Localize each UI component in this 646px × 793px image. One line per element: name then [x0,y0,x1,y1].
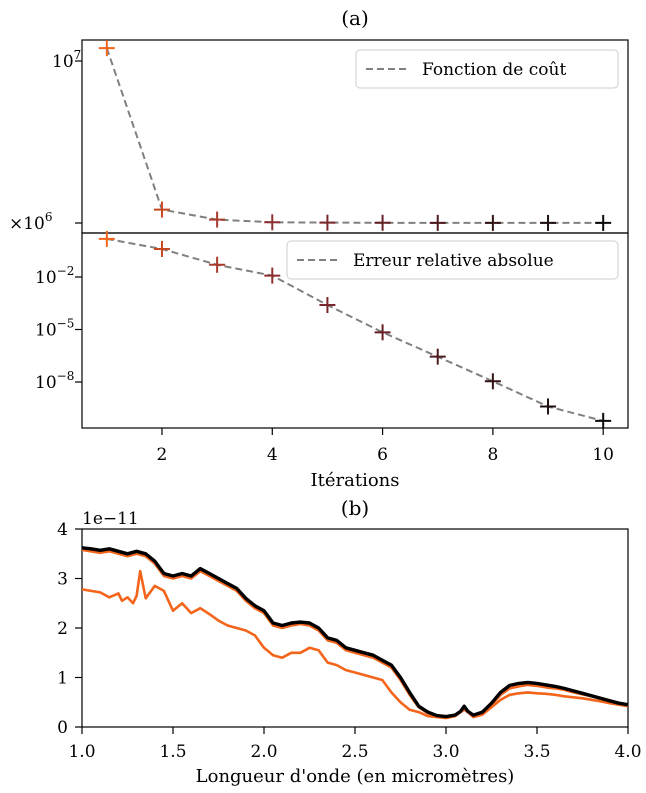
cost-subplot: 107 ×106 Fonction de coût [9,39,629,234]
error-y-tick-base-2: 10 [35,373,57,393]
spectrum-series-3 [81,546,629,719]
error-axes-frame [81,232,629,429]
spectrum-x-tick-label-6: 4.0 [614,742,641,762]
cost-marker-8 [484,214,501,231]
error-markers [98,230,612,429]
spectrum-x-tick-label-2: 2.0 [250,742,277,762]
error-y-tick-label-2: 10−8 [35,369,74,393]
y-offset-label: 1e−11 [82,509,139,529]
cost-marker-6 [374,214,391,231]
panel-b-title: (b) [341,496,369,520]
cost-y-tick-exponent-0: 7 [74,48,82,62]
error-marker-10 [595,412,612,429]
cost-marker-7 [429,214,446,231]
cost-y-ticks: 107 ×106 [9,48,82,234]
spectrum-x-tick-label-5: 3.5 [523,742,550,762]
cost-legend: Fonction de coût [355,49,619,89]
error-y-tick-exponent-1: −5 [57,317,75,331]
wavelength-x-label: Longueur d'onde (en micromètres) [196,766,515,787]
error-marker-2 [153,240,170,257]
iteration-x-ticks: 2 4 6 8 10 [157,428,614,465]
spectrum-x-tick-label-4: 3.0 [432,742,459,762]
error-line [106,237,604,422]
error-marker-3 [209,256,226,273]
error-y-ticks: 10−210−510−8 [35,264,82,393]
iteration-x-tick-label-0: 2 [157,445,168,465]
cost-y-tick-base-1: ×10 [9,214,45,234]
error-marker-4 [264,267,281,284]
cost-y-tick-base-0: 10 [52,52,74,72]
spectrum-series-1 [81,569,629,720]
cost-marker-9 [540,214,557,231]
cost-y-tick-exponent-1: 6 [45,210,53,224]
cost-marker-4 [264,214,281,231]
error-marker-9 [540,398,557,415]
cost-line [105,47,604,224]
error-marker-6 [374,324,391,341]
cost-marker-3 [209,211,226,228]
spectrum-axes-frame [81,528,629,728]
spectrum-y-ticks: 0 1 2 3 4 [57,520,82,738]
error-marker-5 [319,297,336,314]
error-legend: Erreur relative absolue [286,240,619,280]
spectrum-y-tick-label-1: 1 [57,669,68,689]
error-y-tick-exponent-2: −8 [57,369,75,383]
spectrum-y-tick-label-4: 4 [57,520,68,540]
cost-y-tick-label-1: ×106 [9,210,53,234]
cost-legend-box [355,49,619,89]
spectrum-y-tick-label-3: 3 [57,570,68,590]
panel-a-title: (a) [341,6,369,30]
iteration-x-tick-label-4: 10 [592,445,614,465]
spectrum-x-tick-label-0: 1.0 [68,742,95,762]
error-y-tick-base-0: 10 [35,268,57,288]
error-y-tick-label-0: 10−2 [35,264,74,288]
cost-y-tick-label-0: 107 [52,48,81,72]
spectrum-subplot: 0 1 2 3 4 1.0 1.5 2.0 2.5 3.0 3.5 4.0 Longueur d'o… [57,520,641,787]
error-marker-1 [98,230,115,247]
cost-legend-label: Fonction de coût [422,60,566,80]
spectrum-x-tick-label-3: 2.5 [341,742,368,762]
cost-marker-1 [98,40,115,57]
spectrum-series-2 [81,548,629,719]
error-y-tick-exponent-0: −2 [57,264,75,278]
cost-marker-2 [153,201,170,218]
error-legend-label: Erreur relative absolue [353,251,554,271]
cost-marker-5 [319,214,336,231]
iteration-x-tick-label-3: 8 [487,445,498,465]
iteration-x-tick-label-1: 4 [267,445,278,465]
error-subplot: 10−210−510−8 2 4 6 8 10 Erreur relative abso… [35,230,629,491]
iterations-x-label: Itérations [311,470,400,491]
cost-markers [98,40,612,231]
spectrum-y-tick-label-2: 2 [57,619,68,639]
spectrum-x-tick-label-1: 1.5 [159,742,186,762]
error-marker-7 [429,348,446,365]
error-legend-box [286,240,619,280]
spectrum-x-ticks: 1.0 1.5 2.0 2.5 3.0 3.5 4.0 [68,727,642,762]
error-y-tick-base-1: 10 [35,321,57,341]
iteration-x-tick-label-2: 6 [377,445,388,465]
error-marker-8 [484,373,501,390]
error-y-tick-label-1: 10−5 [35,317,74,341]
cost-marker-10 [595,214,612,231]
spectrum-y-tick-label-0: 0 [57,718,68,738]
spectrum-series [81,546,629,720]
